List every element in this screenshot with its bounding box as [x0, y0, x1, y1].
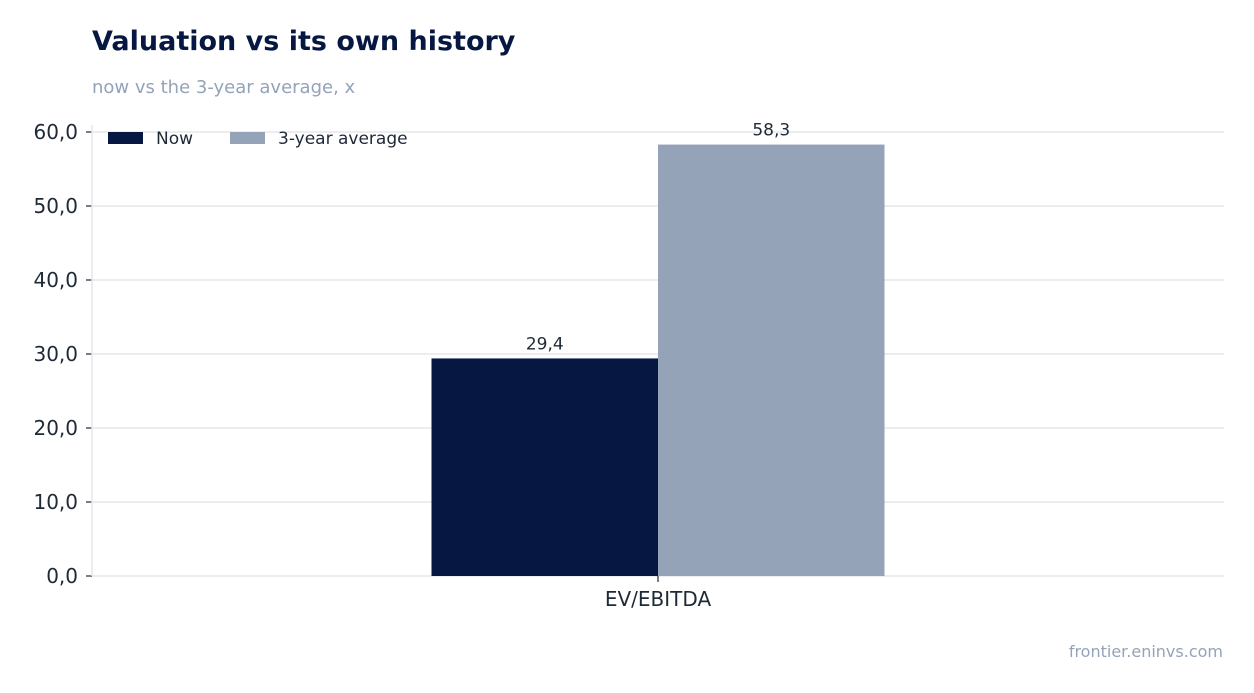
x-tick-label: EV/EBITDA: [605, 587, 712, 611]
y-tick-label: 20,0: [33, 416, 78, 440]
legend-label: Now: [156, 129, 193, 149]
legend-label: 3-year average: [278, 129, 408, 149]
legend-swatch: [230, 132, 265, 144]
data-label: 58,3: [752, 121, 790, 141]
y-tick-label: 30,0: [33, 342, 78, 366]
source-footer: frontier.eninvs.com: [1068, 642, 1223, 661]
y-tick-label: 10,0: [33, 490, 78, 514]
data-label: 29,4: [526, 334, 564, 354]
y-tick-label: 0,0: [46, 564, 78, 588]
bar-3-year-average: [658, 144, 885, 576]
y-tick-label: 40,0: [33, 268, 78, 292]
chart-subtitle: now vs the 3-year average, x: [92, 77, 356, 98]
chart-title: Valuation vs its own history: [92, 26, 516, 57]
y-tick-label: 50,0: [33, 194, 78, 218]
y-tick-label: 60,0: [33, 120, 78, 144]
bar-now: [431, 358, 658, 576]
legend-swatch: [108, 132, 143, 144]
